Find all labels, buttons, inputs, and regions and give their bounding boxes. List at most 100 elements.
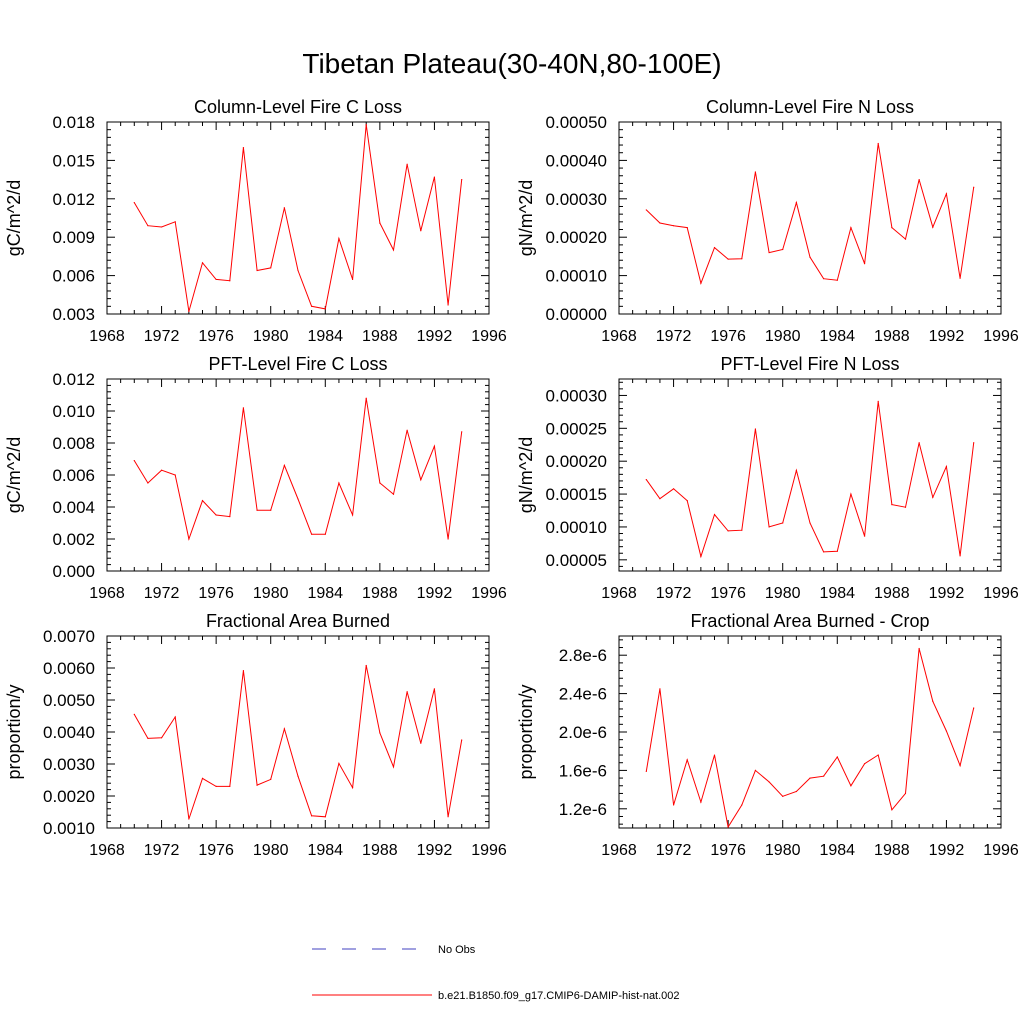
data-point [686, 227, 688, 229]
x-tick-label: 1972 [144, 585, 180, 602]
data-point [188, 818, 190, 820]
y-tick-label: 0.00005 [546, 551, 607, 570]
data-point [836, 279, 838, 281]
data-point [160, 469, 163, 471]
data-point [904, 238, 907, 240]
data-point [727, 530, 729, 532]
data-point [863, 535, 866, 537]
data-point [877, 142, 879, 145]
x-tick-label: 1992 [929, 842, 965, 859]
y-tick-label: 0.00010 [546, 267, 607, 286]
data-point [379, 732, 381, 734]
x-tick-label: 1988 [362, 585, 398, 602]
panel-title: Column-Level Fire C Loss [194, 97, 402, 117]
data-point [392, 249, 395, 251]
data-point [406, 691, 408, 693]
data-point [672, 488, 675, 490]
x-tick-label: 1972 [144, 842, 180, 859]
data-point [713, 246, 716, 249]
chart-panel-5: Fractional Area Burned proportion/y 1968 19… [4, 611, 507, 859]
data-point [795, 790, 797, 793]
panel-title: Fractional Area Burned [206, 611, 390, 631]
x-tick-label: 1992 [417, 585, 453, 602]
data-point [836, 756, 838, 758]
x-tick-label: 1980 [765, 585, 801, 602]
data-point [659, 222, 661, 224]
data-point [174, 716, 176, 718]
x-tick-label: 1980 [253, 328, 289, 345]
data-point [713, 513, 716, 516]
data-point [379, 222, 381, 224]
data-point [809, 256, 811, 258]
data-point [754, 428, 757, 430]
data-point [174, 474, 176, 476]
x-tick-label: 1976 [710, 842, 746, 859]
data-point [877, 754, 879, 756]
data-point [959, 765, 961, 767]
data-point [836, 550, 838, 552]
y-tick-label: 2.8e-6 [559, 646, 607, 665]
legend-model-label: b.e21.B1850.f09_g17.CMIP6-DAMIP-hist-nat… [438, 990, 680, 1002]
x-tick-label: 1996 [983, 842, 1019, 859]
y-tick-label: 0.00030 [546, 190, 607, 209]
data-point [338, 237, 340, 240]
y-tick-label: 0.00020 [546, 228, 607, 247]
data-point [351, 787, 354, 789]
y-tick-label: 0.00040 [546, 151, 607, 170]
data-point [741, 258, 743, 260]
data-point [392, 493, 395, 495]
data-point [782, 248, 784, 251]
data-point [700, 282, 702, 284]
data-point [891, 809, 893, 811]
data-point [324, 816, 326, 818]
x-tick-label: 1972 [656, 585, 692, 602]
x-tick-label: 1972 [656, 842, 692, 859]
y-tick-label: 0.010 [52, 402, 95, 421]
data-point [324, 533, 326, 535]
data-point [351, 278, 354, 281]
data-point [283, 207, 285, 209]
data-point [754, 769, 757, 772]
x-tick-label: 1972 [656, 328, 692, 345]
y-tick-label: 1.6e-6 [559, 761, 607, 780]
x-tick-label: 1972 [144, 328, 180, 345]
data-point [133, 460, 135, 462]
x-tick-label: 1996 [983, 585, 1019, 602]
data-point [461, 179, 463, 181]
data-point [850, 785, 852, 787]
data-point [700, 801, 702, 803]
data-point [918, 179, 920, 181]
data-point [447, 304, 449, 306]
data-point [973, 707, 975, 709]
data-point [823, 775, 825, 777]
x-tick-label: 1988 [874, 842, 910, 859]
data-point [133, 202, 135, 204]
data-point [283, 464, 285, 466]
data-point [959, 555, 961, 557]
data-point [645, 479, 647, 481]
x-tick-label: 1984 [307, 842, 343, 859]
y-tick-label: 0.00020 [546, 452, 607, 471]
y-axis-label: gN/m^2/d [516, 180, 536, 256]
data-point [297, 269, 299, 272]
data-point [850, 493, 852, 495]
data-point [823, 551, 825, 553]
data-point [297, 498, 299, 500]
data-point [338, 762, 340, 764]
x-tick-label: 1992 [417, 328, 453, 345]
data-point [741, 804, 743, 806]
x-tick-label: 1968 [601, 585, 637, 602]
panel-title: Fractional Area Burned - Crop [690, 611, 929, 631]
x-tick-label: 1984 [819, 842, 855, 859]
data-point [891, 227, 893, 229]
x-tick-label: 1988 [362, 328, 398, 345]
data-point [754, 171, 757, 173]
x-tick-label: 1988 [874, 328, 910, 345]
data-point [215, 514, 217, 516]
y-tick-label: 0.00015 [546, 485, 607, 504]
x-tick-label: 1968 [601, 328, 637, 345]
y-tick-label: 0.012 [52, 370, 95, 389]
data-point [338, 482, 340, 484]
data-point [700, 555, 702, 558]
data-point [311, 533, 313, 535]
